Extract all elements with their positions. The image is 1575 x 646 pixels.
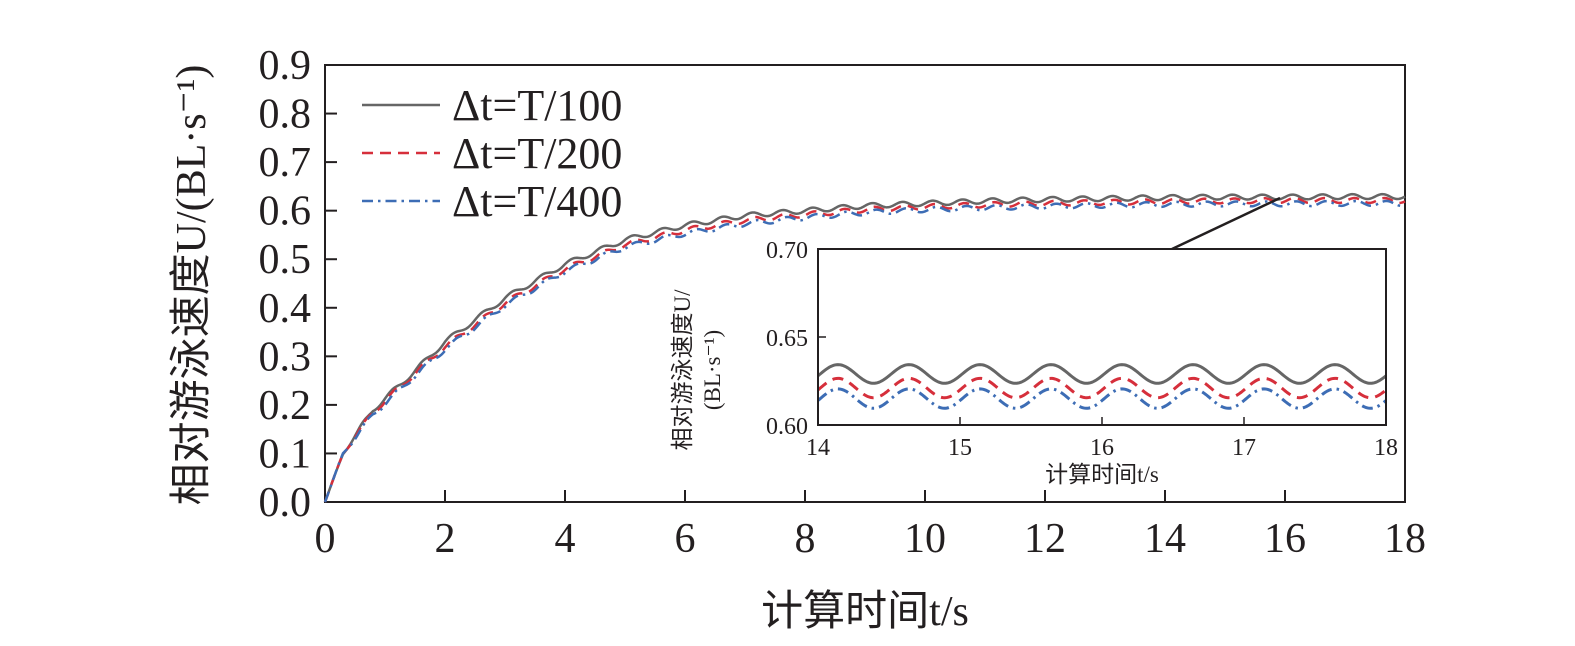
legend-label: Δt=T/400 bbox=[452, 177, 622, 226]
y-tick-label: 0.2 bbox=[259, 383, 312, 429]
inset-axis-ticks bbox=[817, 248, 1387, 426]
inset-series-line-dt-t100 bbox=[817, 363, 1387, 385]
x-axis-label: 计算时间t/s bbox=[761, 589, 969, 635]
y-tick-label: 0.0 bbox=[259, 480, 312, 526]
inset-x-axis-label: 计算时间t/s bbox=[1045, 462, 1159, 487]
x-tick-label: 16 bbox=[1264, 516, 1306, 562]
y-tick-label: 0.3 bbox=[259, 334, 312, 380]
y-tick-label: 0.7 bbox=[259, 140, 312, 186]
y-tick-label: 0.4 bbox=[259, 286, 312, 332]
zoom-indicator-line bbox=[1171, 196, 1281, 251]
x-tick-label: 10 bbox=[904, 516, 946, 562]
inset-tick-labels: 14 15 16 17 18 0.60 0.65 0.70 bbox=[766, 238, 1398, 461]
y-tick-label: 0.8 bbox=[259, 92, 312, 138]
x-tick-label: 0 bbox=[315, 516, 336, 562]
main-series-lines bbox=[323, 192, 1406, 503]
inset-series-line-dt-t400 bbox=[817, 387, 1387, 410]
inset-x-tick-label: 14 bbox=[806, 435, 830, 461]
inset-x-tick-label: 18 bbox=[1374, 435, 1398, 461]
y-tick-label: 0.9 bbox=[259, 43, 312, 89]
inset-series-lines bbox=[817, 363, 1387, 410]
inset-y-tick-label: 0.60 bbox=[766, 414, 808, 440]
inset-x-tick-label: 15 bbox=[948, 435, 972, 461]
x-tick-label: 2 bbox=[435, 516, 456, 562]
x-tick-label: 4 bbox=[555, 516, 576, 562]
inset-y-axis-label-line2: (BL·s⁻¹) bbox=[700, 330, 725, 410]
x-tick-label: 14 bbox=[1144, 516, 1186, 562]
inset-background bbox=[818, 249, 1386, 425]
y-tick-label: 0.1 bbox=[259, 431, 312, 477]
series-line-dt-t200 bbox=[323, 196, 1406, 503]
inset-y-tick-label: 0.70 bbox=[766, 238, 808, 264]
legend-label: Δt=T/200 bbox=[452, 129, 622, 178]
inset-y-axis-label-line1: 相对游泳速度U/ bbox=[670, 289, 695, 451]
y-tick-label: 0.5 bbox=[259, 237, 312, 283]
x-tick-label: 6 bbox=[675, 516, 696, 562]
inset-x-tick-label: 16 bbox=[1090, 435, 1114, 461]
main-axis-ticks bbox=[324, 64, 1406, 503]
y-tick-label: 0.6 bbox=[259, 189, 312, 235]
x-tick-label: 18 bbox=[1384, 516, 1426, 562]
series-line-dt-t100 bbox=[323, 192, 1406, 503]
main-tick-labels: 0 2 4 6 8 10 12 14 16 180.00.10.20.30.40.50.60.70… bbox=[259, 43, 1427, 562]
y-axis-label: 相对游泳速度U/(BL·s⁻¹) bbox=[169, 65, 215, 506]
x-tick-label: 12 bbox=[1024, 516, 1066, 562]
inset-x-tick-label: 17 bbox=[1232, 435, 1256, 461]
inset-y-tick-label: 0.65 bbox=[766, 326, 808, 352]
legend-label: Δt=T/100 bbox=[452, 81, 622, 130]
main-plot-frame bbox=[324, 64, 1406, 503]
x-tick-label: 8 bbox=[795, 516, 816, 562]
series-line-dt-t400 bbox=[323, 199, 1406, 503]
inset-series-line-dt-t200 bbox=[817, 376, 1387, 400]
